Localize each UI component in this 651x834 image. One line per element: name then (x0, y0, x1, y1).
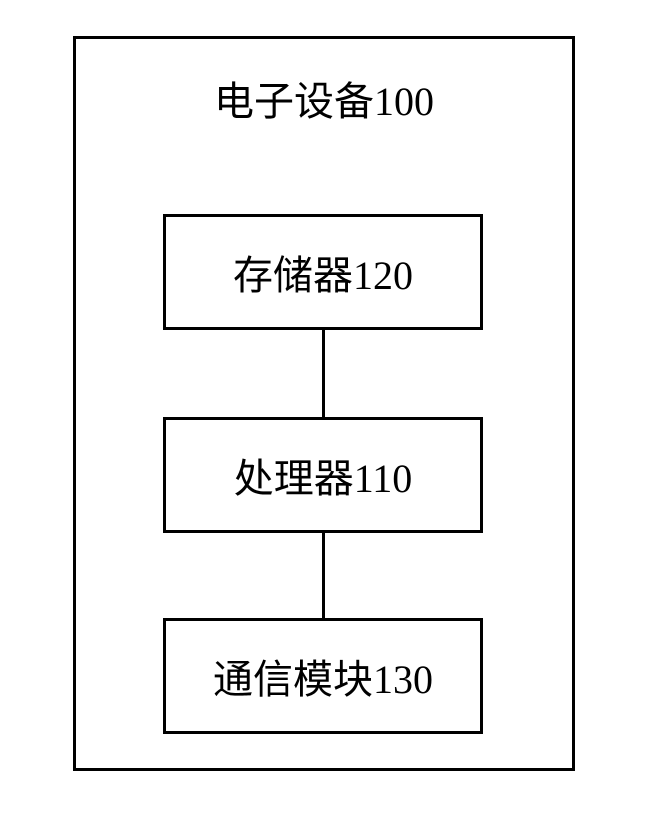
memory-label: 存储器120 (233, 243, 413, 301)
memory-box: 存储器120 (163, 214, 483, 330)
comm-module-box: 通信模块130 (163, 618, 483, 734)
device-title: 电子设备100 (214, 69, 434, 127)
processor-box: 处理器110 (163, 417, 483, 533)
processor-label: 处理器110 (234, 446, 413, 504)
comm-module-label: 通信模块130 (213, 647, 433, 705)
connector-processor-comm (322, 533, 325, 618)
connector-memory-processor (322, 330, 325, 417)
